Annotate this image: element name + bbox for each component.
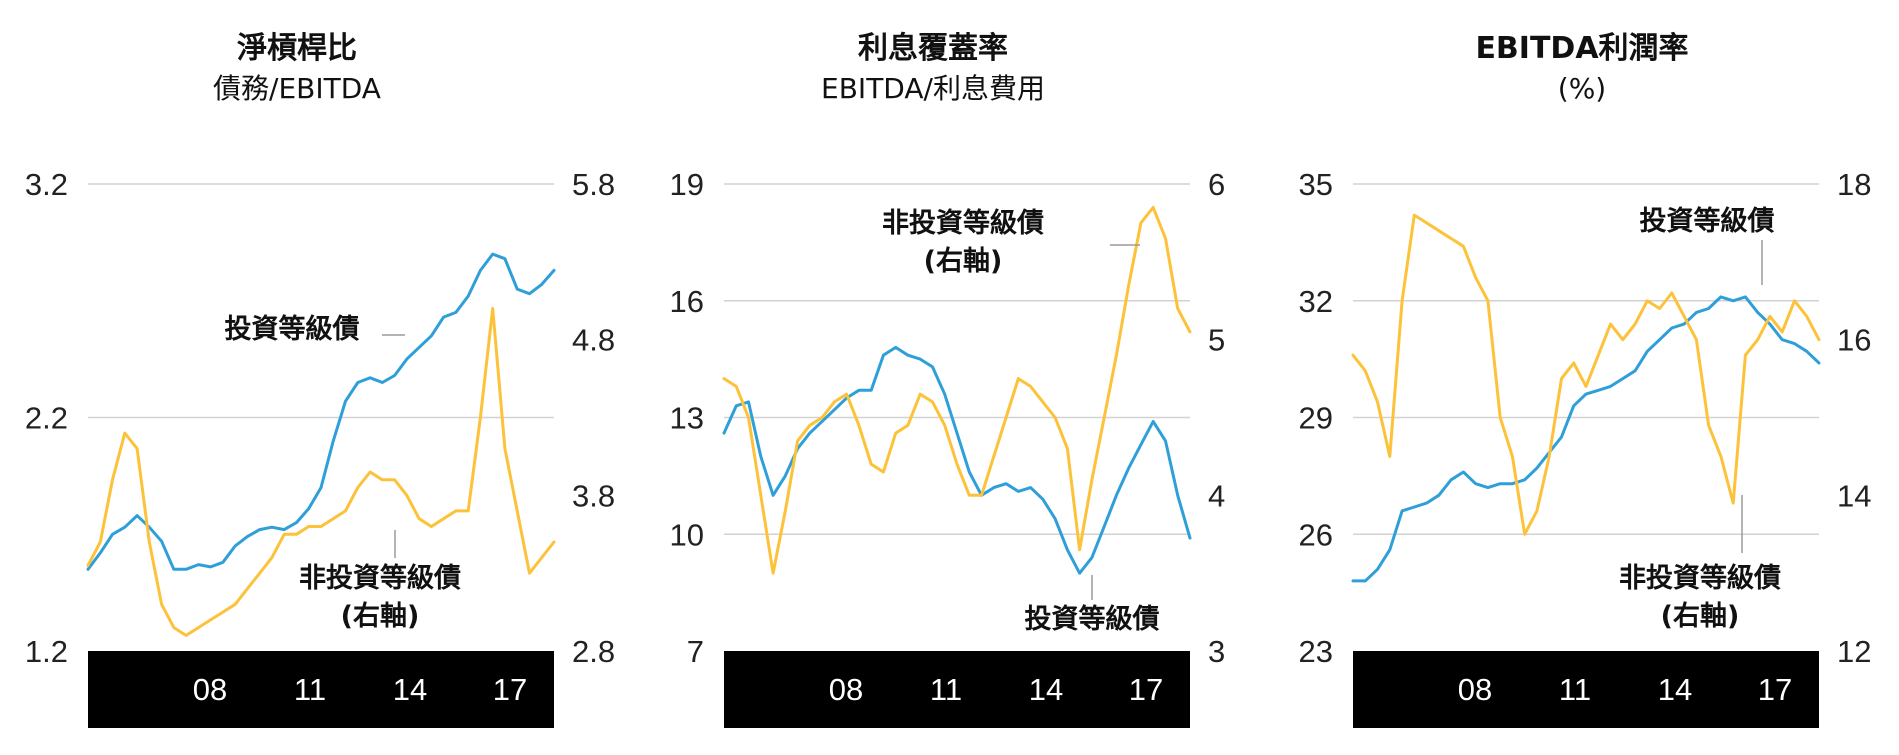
series-label-investment-grade: 投資等級債 <box>1025 603 1160 635</box>
series-label-high-yield: 非投資等級債 <box>299 562 461 594</box>
series-lines <box>722 205 1192 575</box>
x-tick-label: 14 <box>1029 672 1063 707</box>
series-label-investment-grade: 投資等級債 <box>1640 205 1775 237</box>
x-tick-label: 11 <box>930 672 962 707</box>
x-axis-band <box>1353 651 1819 728</box>
x-tick-label: 14 <box>1658 672 1692 707</box>
annotation-ig: 投資等級債 <box>1640 205 1775 285</box>
right-y-tick-label: 6 <box>1208 167 1225 202</box>
series-label-right-axis-note: (右軸) <box>341 601 420 632</box>
series-line-investment-grade <box>722 345 1192 575</box>
series-line-high-yield <box>722 205 1192 575</box>
chart-panel-net-leverage: 淨槓桿比 債務/EBITDA 3.2 2.2 1.2 5.8 4.8 3.8 2.8 08… <box>25 31 627 728</box>
left-y-tick-label: 23 <box>1299 634 1333 669</box>
x-tick-label: 17 <box>1129 672 1163 707</box>
series-label-right-axis-note: (右軸) <box>1661 601 1740 632</box>
right-y-axis-ticks: 6 5 4 3 <box>1208 167 1225 669</box>
left-y-tick-label: 19 <box>670 167 704 202</box>
chart-panel-ebitda-margin: EBITDA利潤率 (%) 35 32 29 26 23 18 16 14 12 08 11 14… <box>1299 31 1892 728</box>
chart-title: EBITDA利潤率 <box>1475 31 1688 66</box>
right-y-tick-label: 14 <box>1837 478 1871 513</box>
x-tick-label: 08 <box>829 672 863 707</box>
x-tick-label: 23 <box>593 672 627 707</box>
x-tick-label: 23 <box>1229 672 1263 707</box>
left-y-tick-label: 1.2 <box>25 634 68 669</box>
x-tick-label: 14 <box>393 672 427 707</box>
left-y-tick-label: 35 <box>1299 167 1333 202</box>
chart-title: 淨槓桿比 <box>237 31 357 66</box>
annotation-hy: 非投資等級債 (右軸) <box>1619 495 1781 632</box>
x-tick-label: 17 <box>493 672 527 707</box>
series-label-right-axis-note: (右軸) <box>924 246 1003 277</box>
x-axis-ticks: 08 11 14 17 23 <box>193 672 627 707</box>
chart-panel-interest-coverage: 利息覆蓋率 EBITDA/利息費用 19 16 13 10 7 6 5 4 3 08 11 14 1… <box>670 31 1263 728</box>
annotation-ig: 投資等級債 <box>225 313 405 345</box>
chart-subtitle: EBITDA/利息費用 <box>821 72 1045 105</box>
left-y-tick-label: 13 <box>670 401 704 436</box>
left-y-tick-label: 3.2 <box>25 167 68 202</box>
series-lines <box>1351 213 1821 583</box>
x-tick-label: 11 <box>294 672 326 707</box>
left-y-tick-label: 2.2 <box>25 401 68 436</box>
left-y-axis-ticks: 3.2 2.2 1.2 <box>25 167 68 669</box>
series-line-high-yield <box>1351 213 1821 536</box>
gridlines <box>88 183 554 419</box>
series-line-investment-grade <box>86 252 556 571</box>
left-y-tick-label: 32 <box>1299 284 1333 319</box>
gridlines <box>724 183 1190 535</box>
x-tick-label: 08 <box>193 672 227 707</box>
x-tick-label: 08 <box>1458 672 1492 707</box>
x-tick-label: 17 <box>1758 672 1792 707</box>
right-y-tick-label: 12 <box>1837 634 1871 669</box>
right-y-tick-label: 5 <box>1208 323 1225 358</box>
x-tick-label: 11 <box>1559 672 1591 707</box>
right-y-tick-label: 16 <box>1837 323 1871 358</box>
right-y-tick-label: 4 <box>1208 478 1225 513</box>
right-y-axis-ticks: 18 16 14 12 <box>1837 167 1871 669</box>
x-axis-band <box>724 651 1190 728</box>
right-y-tick-label: 3.8 <box>572 478 615 513</box>
left-y-tick-label: 29 <box>1299 401 1333 436</box>
left-y-axis-ticks: 19 16 13 10 7 <box>670 167 704 669</box>
right-y-tick-label: 5.8 <box>572 167 615 202</box>
series-label-high-yield: 非投資等級債 <box>1619 562 1781 594</box>
x-axis-ticks: 08 11 14 17 23 <box>829 672 1263 707</box>
x-tick-label: 23 <box>1858 672 1892 707</box>
right-y-axis-ticks: 5.8 4.8 3.8 2.8 <box>572 167 615 669</box>
left-y-tick-label: 10 <box>670 517 704 552</box>
series-line-investment-grade <box>1351 295 1821 583</box>
series-lines <box>86 252 556 637</box>
series-label-high-yield: 非投資等級債 <box>882 207 1044 239</box>
left-y-axis-ticks: 35 32 29 26 23 <box>1299 167 1333 669</box>
annotation-ig: 投資等級債 <box>1025 575 1160 635</box>
annotation-hy: 非投資等級債 (右軸) <box>299 530 461 632</box>
right-y-tick-label: 18 <box>1837 167 1871 202</box>
series-label-investment-grade: 投資等級債 <box>225 313 360 345</box>
left-y-tick-label: 7 <box>687 634 704 669</box>
left-y-tick-label: 26 <box>1299 517 1333 552</box>
right-y-tick-label: 3 <box>1208 634 1225 669</box>
series-line-high-yield <box>86 307 556 637</box>
chart-subtitle: (%) <box>1558 72 1606 105</box>
right-y-tick-label: 4.8 <box>572 323 615 358</box>
chart-title: 利息覆蓋率 <box>858 31 1008 66</box>
chart-subtitle: 債務/EBITDA <box>213 72 381 105</box>
x-axis-ticks: 08 11 14 17 23 <box>1458 672 1892 707</box>
right-y-tick-label: 2.8 <box>572 634 615 669</box>
left-y-tick-label: 16 <box>670 284 704 319</box>
x-axis-band <box>88 651 554 728</box>
annotation-hy: 非投資等級債 (右軸) <box>882 207 1140 277</box>
